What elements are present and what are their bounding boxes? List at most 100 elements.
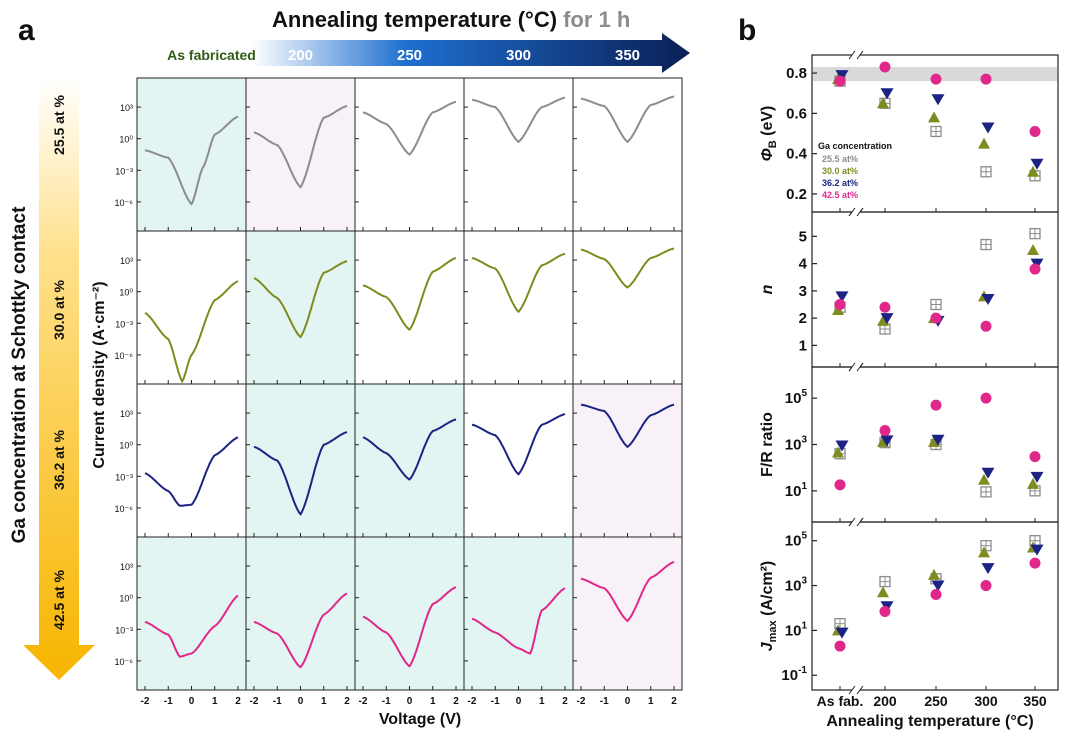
subplot-frame (811, 521, 1059, 691)
iv-curve-3-1 (253, 592, 348, 669)
marker-n-3-0 (834, 298, 846, 310)
b-ylabel-sym: F/R ratio (759, 412, 776, 477)
cell-0-4 (572, 77, 683, 232)
marker-phi-2-0 (835, 70, 849, 82)
subplot-fr: 101 103 105 F/R ratio (759, 362, 1059, 527)
iv-ytick-label: 10⁻⁶ (115, 504, 134, 514)
marker-phi-1-4 (1027, 165, 1039, 177)
axis-break-mark (848, 685, 856, 695)
b-ytick-label: 0.8 (786, 65, 807, 82)
iv-curve-0-0 (144, 115, 239, 206)
marker-j-2-2 (931, 580, 945, 592)
iv-ytick-label: 10⁰ (119, 288, 133, 298)
marker-j-2-0 (835, 627, 849, 639)
b-ytick-label: 4 (799, 256, 808, 273)
b-ytick-exp: 1 (801, 620, 807, 631)
column-header-2: 250 (397, 47, 422, 64)
marker-n-3-1 (879, 301, 891, 313)
marker-phi-3-2 (930, 73, 942, 85)
b-ytick-exp: 3 (801, 435, 807, 446)
iv-xtick-label: -2 (359, 696, 368, 707)
column-headers: As fabricated 200 250 300 350 (167, 47, 640, 64)
iv-curve-2-0 (144, 436, 239, 507)
subplot-phi: 0.2 0.4 0.6 0.8 ΦB (eV) (759, 50, 1059, 217)
iv-ytick-label: 10⁻⁶ (115, 657, 134, 667)
b-xtick-label: 350 (1023, 693, 1047, 709)
iv-xtick-label: 0 (298, 696, 304, 707)
axis-break-gap (852, 518, 860, 526)
row-labels: 25.5 at % 30.0 at % 36.2 at % 42.5 at % (51, 94, 67, 629)
panel-b: 0.2 0.4 0.6 0.8 ΦB (eV) 1 2 3 4 5 n 101 103 105 F/R ra… (759, 50, 1059, 709)
b-xtick-label: As fab. (817, 693, 864, 709)
marker-fr-2-0 (835, 440, 849, 452)
header-arrow (252, 33, 690, 73)
b-ytick-label: 0.6 (786, 105, 807, 122)
b-ytick-label: 10-1 (781, 665, 807, 684)
marker-fr-3-3 (980, 392, 992, 404)
marker-phi-2-4 (1030, 158, 1044, 170)
iv-ytick-label: 10⁰ (119, 441, 133, 451)
axis-break-mark (848, 517, 856, 527)
axis-break-mark (848, 207, 856, 217)
axis-break-mark (856, 207, 864, 217)
marker-phi-1-2 (928, 111, 940, 123)
axis-break-gap (852, 686, 860, 694)
panel-a-label: a (18, 14, 35, 47)
axis-break-mark (856, 517, 864, 527)
iv-xtick-label: 2 (671, 696, 677, 707)
b-ylabel-fr: F/R ratio (759, 412, 776, 477)
marker-phi-3-0 (834, 75, 846, 87)
b-xtick-label: 250 (924, 693, 948, 709)
b-xlabel: Annealing temperature (°C) (826, 713, 1033, 730)
marker-fr-2-2 (931, 434, 945, 446)
axis-break-mark (856, 50, 864, 60)
b-ytick-label: 1 (799, 337, 807, 354)
marker-n-3-2 (930, 312, 942, 324)
iv-curve-3-4 (580, 560, 675, 623)
axis-break-mark (848, 362, 856, 372)
iv-curve-2-4 (580, 403, 675, 449)
b-ytick-exp: 3 (801, 576, 807, 587)
axis-break-gap (852, 208, 860, 216)
legend-entry-0: 25.5 at% (822, 154, 858, 164)
legend: Ga concentration 25.5 at% 30.0 at% 36.2 at%… (818, 141, 892, 200)
marker-phi-2-2 (931, 94, 945, 106)
iv-curve-1-3 (471, 252, 566, 314)
row-label-1: 30.0 at % (51, 279, 67, 339)
iv-curve-1-1 (253, 260, 348, 339)
marker-fr-2-1 (880, 435, 894, 447)
marker-n-3-4 (1029, 263, 1041, 275)
cell-0-0 (136, 77, 247, 232)
marker-phi-1-3 (978, 137, 990, 149)
iv-ytick-label: 10⁻³ (115, 625, 133, 635)
header-suffix: for 1 h (563, 7, 630, 32)
iv-xtick-label: 2 (562, 696, 568, 707)
iv-xtick-label: -2 (468, 696, 477, 707)
iv-curve-1-2 (362, 257, 457, 331)
subplot-j: 10-1 101 103 105 Jmax (A/cm²) (759, 517, 1059, 695)
iv-curve-3-0 (144, 594, 239, 658)
marker-n-1-1 (877, 314, 889, 326)
iv-ytick-label: 10⁰ (119, 594, 133, 604)
cell-2-2 (354, 383, 465, 538)
marker-fr-3-0 (834, 479, 846, 491)
legend-entry-3: 42.5 at% (822, 190, 858, 200)
cell-1-1 (245, 230, 356, 385)
cell-2-0 (136, 383, 247, 538)
marker-fr-1-4 (1027, 477, 1039, 489)
marker-fr-1-2 (928, 435, 940, 447)
iv-xtick-label: 1 (648, 696, 654, 707)
axis-break-gap (852, 51, 860, 59)
axis-break-mark (856, 362, 864, 372)
b-xtick-label: 200 (873, 693, 897, 709)
iv-xtick-label: 1 (539, 696, 545, 707)
b-ylabel-sym: Φ (759, 148, 776, 161)
cell-0-1 (245, 77, 356, 232)
column-header-4: 350 (615, 47, 640, 64)
marker-phi-2-1 (880, 88, 894, 100)
b-ytick-label: 0.2 (786, 186, 807, 203)
row-header: Ga concentration at Schottky contact (9, 206, 30, 543)
iv-curve-2-3 (471, 413, 566, 476)
column-header-1: 200 (288, 47, 313, 64)
iv-ytick-label: 10³ (120, 103, 133, 113)
